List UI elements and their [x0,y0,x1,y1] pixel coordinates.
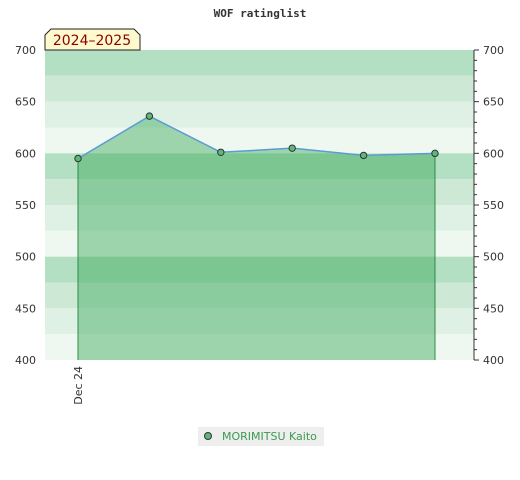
y-axis-left: 400 450 500 550 600 650 700 [15,44,36,367]
background-band [45,127,474,154]
x-tick-label: Dec 24 [72,366,85,405]
y-tick-label-right: 700 [483,44,504,57]
legend-marker-icon [204,432,212,440]
background-band [45,308,474,335]
legend-label: MORIMITSU Kaito [222,430,317,443]
x-axis: Dec 24 [72,366,85,405]
season-badge-text: 2024–2025 [53,33,131,49]
y-axis-right: 400 450 500 550 600 650 700 [473,44,504,367]
rating-area [77,116,436,360]
rating-point [217,148,225,157]
background-band [45,282,474,309]
y-tick-label-left: 650 [15,96,36,109]
rating-point [431,149,439,158]
chart-title: WOF ratinglist [214,7,307,20]
background-band [45,101,474,128]
background-band [45,205,474,231]
y-tick-label-right: 600 [483,147,504,160]
y-tick-label-left: 600 [15,147,36,160]
background-band [45,256,474,283]
rating-markers [74,112,439,163]
y-tick-label-right: 400 [483,354,504,367]
rating-point [74,154,82,163]
rating-point [288,144,296,152]
y-tick-label-left: 550 [15,199,36,212]
season-badge-box [44,28,141,51]
rating-point [145,112,154,120]
y-tick-label-right: 650 [483,96,504,109]
background-band [45,179,474,205]
legend[interactable]: MORIMITSU Kaito [198,427,324,446]
y-tick-label-right: 450 [483,302,504,315]
background-band [45,75,474,102]
season-badge: 2024–2025 [44,28,141,51]
rating-line [77,115,436,160]
background-band [45,334,474,360]
legend-box [198,427,324,446]
rating-point [359,151,368,160]
y-tick-label-left: 400 [15,354,36,367]
y-tick-label-left: 450 [15,302,36,315]
background-band [45,230,474,257]
y-tick-label-left: 700 [15,44,36,57]
y-tick-label-left: 500 [15,251,36,264]
rating-line-group [77,115,436,160]
background-band [45,153,474,180]
y-tick-label-right: 500 [483,251,504,264]
background-bands [45,50,474,360]
background-band [45,50,474,76]
y-tick-label-right: 550 [483,199,504,212]
rating-area-fill [78,116,435,360]
